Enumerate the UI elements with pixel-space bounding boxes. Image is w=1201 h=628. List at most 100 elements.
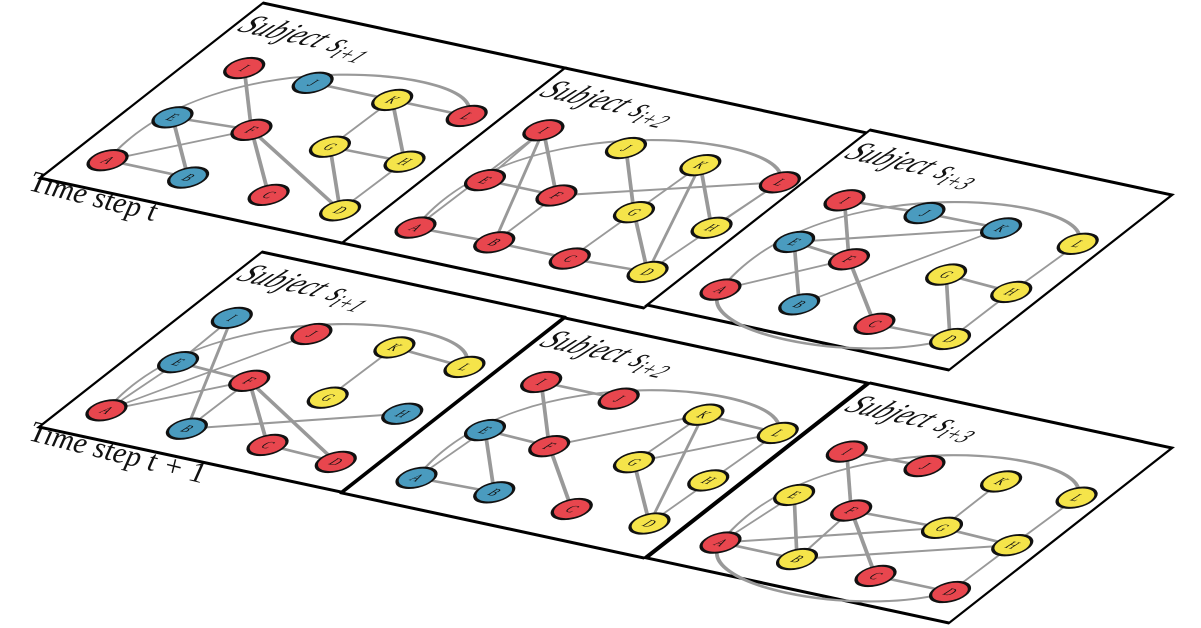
node-label: I [837,446,856,458]
node [522,119,565,142]
node [291,71,334,94]
node [308,135,352,158]
node-label: J [915,460,934,472]
node [473,481,516,504]
edge [107,128,252,162]
node [679,153,722,177]
edge [548,413,704,448]
edge [185,317,234,430]
node [690,216,733,239]
node [699,531,742,554]
edge [247,380,270,446]
node-label: J [304,77,323,89]
edge [106,333,312,412]
edge [718,201,1082,290]
node [626,260,669,284]
panel-frame [339,316,870,560]
edge [792,241,802,305]
edge [796,544,1014,561]
edge [849,509,878,577]
node [319,199,362,222]
node [210,306,253,330]
node [853,312,896,335]
node [682,403,725,426]
node [473,231,516,254]
node-label: I [532,376,551,388]
node-label: J [302,328,321,340]
edge [541,129,559,197]
node [979,217,1023,240]
node [597,387,640,410]
node-label: I [235,62,254,74]
node [395,466,438,489]
node [306,386,349,409]
node [223,56,266,80]
edge [944,273,952,340]
node [928,327,972,351]
node-label: I [835,194,854,206]
node [756,421,799,445]
node [165,417,208,440]
node [381,402,424,425]
node [445,104,488,128]
edge [539,381,551,447]
node [928,580,972,604]
edge [645,164,703,273]
node-label: J [915,207,934,219]
node [463,168,507,192]
node [903,201,946,225]
edge [633,431,779,464]
node-label: I [534,124,553,136]
node [156,351,200,374]
panel-frame [644,128,1175,372]
node [825,440,868,463]
node [550,497,593,521]
node [628,512,671,535]
node [230,118,273,142]
edge [698,164,714,229]
node [443,355,486,379]
edge [720,258,850,291]
node [1056,232,1099,255]
edge [799,227,1002,306]
node-label: J [610,393,629,405]
edge [249,128,342,212]
edge [547,445,574,510]
node [371,88,414,112]
node [990,280,1033,304]
node [758,171,801,194]
edge [624,147,636,213]
node [314,450,357,474]
node-label: J [617,142,636,154]
node-label: I [223,312,242,324]
node [86,149,129,172]
node [830,499,873,522]
node [548,247,591,270]
edge [328,146,342,211]
edge [793,227,1002,243]
node [778,293,821,316]
edge [555,181,781,197]
edge [847,258,877,325]
node [699,278,742,301]
node [925,263,968,286]
node [775,547,819,571]
node [246,433,289,457]
edge [647,414,706,524]
node [773,230,816,254]
node [1055,486,1098,509]
node [535,184,578,207]
node [827,248,871,271]
edge [186,412,404,430]
node [854,564,897,588]
edge [715,542,951,603]
node [920,516,964,539]
edge [390,99,407,163]
edge [242,67,254,131]
edge [632,211,650,273]
